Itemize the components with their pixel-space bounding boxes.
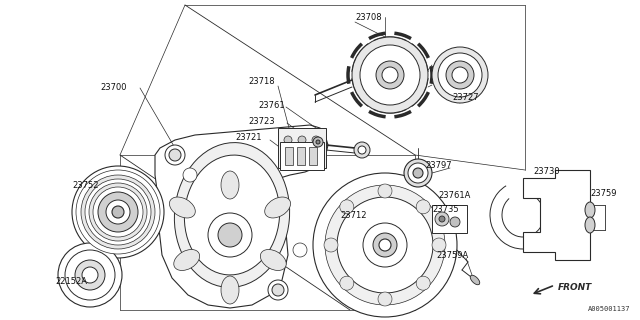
Circle shape xyxy=(379,239,391,251)
Circle shape xyxy=(285,149,291,155)
Text: 23761A: 23761A xyxy=(438,191,470,201)
Circle shape xyxy=(408,163,428,183)
Circle shape xyxy=(373,233,397,257)
Circle shape xyxy=(298,136,306,144)
Circle shape xyxy=(358,146,366,154)
Circle shape xyxy=(352,37,428,113)
Ellipse shape xyxy=(260,250,286,270)
Ellipse shape xyxy=(265,197,291,218)
Circle shape xyxy=(313,149,319,155)
Ellipse shape xyxy=(174,250,200,270)
Circle shape xyxy=(183,168,197,182)
Circle shape xyxy=(432,47,488,103)
Circle shape xyxy=(112,206,124,218)
Circle shape xyxy=(376,61,404,89)
Circle shape xyxy=(299,149,305,155)
Circle shape xyxy=(169,149,181,161)
Circle shape xyxy=(416,200,430,214)
Text: 23759A: 23759A xyxy=(436,251,468,260)
Circle shape xyxy=(337,197,433,293)
Circle shape xyxy=(58,243,122,307)
Circle shape xyxy=(435,212,449,226)
Circle shape xyxy=(81,175,155,249)
Circle shape xyxy=(75,260,105,290)
Text: 23700: 23700 xyxy=(100,84,127,92)
Circle shape xyxy=(98,192,138,232)
Circle shape xyxy=(382,67,398,83)
Ellipse shape xyxy=(585,217,595,233)
Text: 23708: 23708 xyxy=(355,12,381,21)
Circle shape xyxy=(316,140,320,144)
Text: 23730: 23730 xyxy=(533,167,559,177)
Circle shape xyxy=(82,267,98,283)
Circle shape xyxy=(165,145,185,165)
Circle shape xyxy=(446,61,474,89)
Circle shape xyxy=(313,173,457,317)
Circle shape xyxy=(208,213,252,257)
Circle shape xyxy=(85,179,151,245)
Circle shape xyxy=(106,200,130,224)
Circle shape xyxy=(439,216,445,222)
Circle shape xyxy=(72,166,164,258)
Circle shape xyxy=(378,292,392,306)
Bar xyxy=(280,142,324,170)
Circle shape xyxy=(432,238,446,252)
Text: 23723: 23723 xyxy=(248,117,275,126)
Text: 23727: 23727 xyxy=(452,93,479,102)
Text: 23797: 23797 xyxy=(425,161,452,170)
Circle shape xyxy=(452,67,468,83)
Ellipse shape xyxy=(184,155,280,275)
Circle shape xyxy=(354,142,370,158)
Text: 23735: 23735 xyxy=(432,205,459,214)
Circle shape xyxy=(340,276,354,290)
Circle shape xyxy=(268,280,288,300)
Circle shape xyxy=(272,284,284,296)
Polygon shape xyxy=(523,170,590,260)
Circle shape xyxy=(450,217,460,227)
Circle shape xyxy=(363,223,407,267)
Circle shape xyxy=(76,170,160,254)
Ellipse shape xyxy=(221,171,239,199)
Circle shape xyxy=(360,45,420,105)
Circle shape xyxy=(438,53,482,97)
Bar xyxy=(432,205,467,233)
Circle shape xyxy=(340,200,354,214)
Bar xyxy=(309,147,317,165)
Circle shape xyxy=(413,168,423,178)
Ellipse shape xyxy=(470,275,480,285)
Circle shape xyxy=(284,136,292,144)
Text: FRONT: FRONT xyxy=(558,284,592,292)
Circle shape xyxy=(324,238,338,252)
Text: 23761: 23761 xyxy=(258,100,285,109)
Text: 22152A: 22152A xyxy=(55,277,87,286)
Circle shape xyxy=(325,185,445,305)
Polygon shape xyxy=(155,125,328,308)
Ellipse shape xyxy=(170,197,195,218)
Circle shape xyxy=(378,184,392,198)
Ellipse shape xyxy=(174,143,290,287)
Circle shape xyxy=(416,276,430,290)
Bar xyxy=(278,128,326,168)
Circle shape xyxy=(312,136,320,144)
Text: 23759: 23759 xyxy=(590,188,616,197)
Bar xyxy=(297,147,305,165)
Text: 23718: 23718 xyxy=(248,77,275,86)
Text: A005001137: A005001137 xyxy=(588,306,630,312)
Circle shape xyxy=(89,183,147,241)
Text: 23752: 23752 xyxy=(72,180,99,189)
Bar xyxy=(285,147,293,165)
Circle shape xyxy=(218,223,242,247)
Text: 23721: 23721 xyxy=(235,133,262,142)
Text: 23712: 23712 xyxy=(340,211,367,220)
Ellipse shape xyxy=(221,276,239,304)
Circle shape xyxy=(93,187,143,237)
Circle shape xyxy=(313,137,323,147)
Circle shape xyxy=(293,243,307,257)
Ellipse shape xyxy=(585,202,595,218)
Circle shape xyxy=(404,159,432,187)
